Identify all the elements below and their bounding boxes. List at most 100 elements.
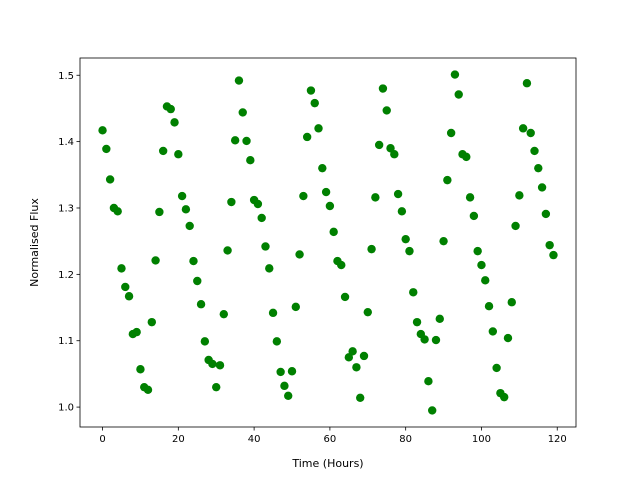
point [518, 124, 528, 133]
point [537, 183, 547, 192]
point [177, 191, 187, 201]
point [246, 156, 255, 165]
point [450, 70, 460, 79]
point [193, 276, 202, 286]
point [530, 146, 539, 156]
point [98, 126, 107, 135]
point [265, 264, 274, 273]
point [166, 104, 175, 114]
point [124, 292, 134, 301]
point [102, 144, 111, 154]
point [219, 309, 228, 319]
point [136, 365, 145, 374]
y-tick-label: 1.2 [58, 270, 74, 281]
point [348, 347, 357, 356]
point [276, 367, 285, 377]
point [481, 276, 490, 285]
point [329, 227, 338, 237]
point [155, 207, 164, 217]
point [253, 199, 263, 209]
point [174, 150, 183, 159]
point [257, 213, 266, 223]
point [507, 298, 516, 307]
point [397, 207, 407, 216]
point [541, 209, 551, 219]
plot-frame [79, 57, 577, 428]
point [390, 150, 399, 159]
y-tick-label: 1.0 [58, 403, 74, 414]
point [200, 337, 210, 346]
point [208, 359, 217, 369]
point [268, 308, 278, 318]
point [242, 136, 251, 146]
point [488, 327, 498, 336]
point [386, 144, 395, 153]
point [113, 207, 122, 216]
point [356, 393, 365, 402]
point [212, 382, 221, 392]
point [337, 260, 346, 270]
x-tick-label: 0 [99, 434, 105, 445]
point [132, 327, 141, 337]
x-tick-label: 100 [472, 434, 491, 445]
point [515, 191, 524, 200]
point [503, 333, 513, 343]
y-axis-label: Normalised Flux [28, 198, 41, 287]
point [306, 86, 316, 95]
point [287, 367, 297, 376]
x-tick-label: 60 [324, 434, 337, 445]
point [181, 205, 191, 214]
point [405, 246, 414, 256]
point [310, 98, 319, 108]
point [234, 76, 244, 85]
point [158, 146, 168, 156]
point [367, 244, 376, 254]
x-tick-label: 80 [399, 434, 412, 445]
y-tick-label: 1.4 [58, 137, 74, 148]
y-tick-label: 1.3 [58, 203, 74, 214]
x-tick-label: 40 [248, 434, 261, 445]
point [412, 317, 422, 327]
point [314, 124, 323, 133]
point [409, 288, 418, 297]
point [526, 128, 535, 138]
point [424, 377, 433, 386]
point [511, 221, 520, 231]
point [196, 300, 206, 309]
point [170, 118, 179, 127]
point [344, 353, 354, 362]
point [534, 163, 543, 173]
point [446, 128, 456, 138]
point [484, 302, 494, 311]
point [545, 240, 554, 250]
point [299, 191, 308, 201]
point [227, 197, 236, 207]
x-axis-label: Time (Hours) [291, 457, 363, 470]
point [439, 236, 448, 246]
point [325, 201, 335, 211]
point [522, 79, 532, 88]
point [295, 250, 304, 259]
point [435, 314, 444, 324]
point [454, 90, 463, 99]
point [238, 108, 247, 117]
point [462, 152, 471, 162]
point [473, 246, 482, 256]
point [291, 302, 300, 312]
y-tick-label: 1.5 [58, 71, 74, 82]
point [189, 256, 198, 266]
point [374, 140, 384, 150]
point [302, 132, 312, 142]
x-tick-label: 120 [548, 434, 567, 445]
point [477, 260, 486, 270]
point [121, 282, 130, 292]
point [499, 392, 509, 402]
point [549, 250, 558, 260]
point [261, 242, 270, 251]
point [185, 221, 194, 231]
point [492, 363, 501, 373]
point [371, 193, 380, 202]
point [382, 106, 391, 115]
point [428, 406, 437, 415]
point [284, 391, 293, 401]
